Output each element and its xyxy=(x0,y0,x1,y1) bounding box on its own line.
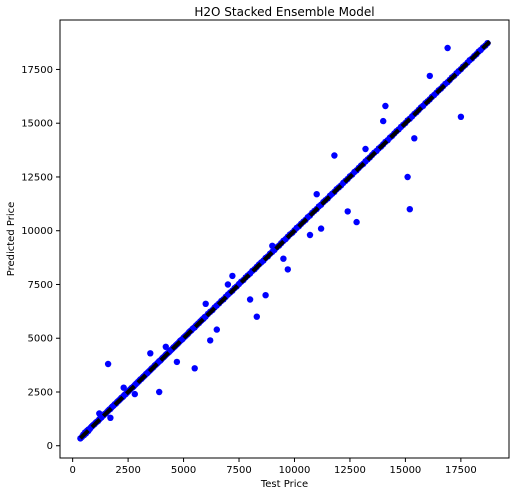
x-tick-label: 7500 xyxy=(226,465,251,476)
data-point xyxy=(107,414,114,421)
y-tick-label: 2500 xyxy=(28,387,53,398)
data-point xyxy=(317,225,325,232)
x-tick-label: 0 xyxy=(69,465,75,476)
data-point xyxy=(313,191,320,198)
data-point xyxy=(444,44,451,52)
y-tick-label: 5000 xyxy=(28,334,53,345)
data-point xyxy=(207,337,214,344)
data-point xyxy=(353,218,360,226)
data-point xyxy=(344,208,351,215)
data-point xyxy=(224,281,232,288)
x-tick-label: 17500 xyxy=(445,465,477,476)
data-point xyxy=(253,313,260,320)
data-point xyxy=(426,72,433,80)
data-point xyxy=(457,113,465,121)
data-point xyxy=(404,173,411,181)
x-tick-label: 2500 xyxy=(115,465,140,476)
x-tick-label: 12500 xyxy=(334,465,366,476)
data-point xyxy=(406,206,413,213)
data-point xyxy=(284,266,291,273)
data-point xyxy=(411,135,418,142)
y-tick-label: 7500 xyxy=(28,280,53,291)
data-point xyxy=(362,145,369,153)
data-point xyxy=(120,384,127,391)
data-point xyxy=(173,358,181,366)
plot-frame xyxy=(59,19,510,459)
chart-title: H2O Stacked Ensemble Model xyxy=(194,5,374,19)
data-point xyxy=(229,272,236,280)
data-point xyxy=(280,255,287,262)
data-point xyxy=(246,296,254,303)
data-point xyxy=(202,300,209,307)
y-tick-label: 10000 xyxy=(21,226,53,237)
data-point xyxy=(306,231,314,239)
data-point xyxy=(156,388,163,396)
x-tick-label: 5000 xyxy=(171,465,196,476)
x-axis-ticks: 0 2500 5000 7500 10000 12500 15000 17500 xyxy=(69,458,477,476)
y-tick-label: 17500 xyxy=(21,65,53,76)
data-point xyxy=(382,102,389,110)
data-point xyxy=(162,343,169,350)
data-point xyxy=(331,152,338,159)
y-tick-label: 0 xyxy=(47,441,53,452)
x-tick-label: 15000 xyxy=(389,465,421,476)
data-point xyxy=(213,326,220,333)
x-axis-label: Test Price xyxy=(260,479,308,490)
x-tick-label: 10000 xyxy=(279,465,311,476)
y-axis-label: Predicted Price xyxy=(6,202,17,277)
data-point xyxy=(262,292,269,299)
data-point xyxy=(269,242,276,249)
data-point xyxy=(96,410,103,417)
data-point xyxy=(380,117,387,125)
y-tick-label: 12500 xyxy=(21,172,53,183)
data-point xyxy=(104,360,112,368)
y-axis-ticks: 0 2500 5000 7500 10000 12500 15000 17500 xyxy=(21,65,60,452)
data-point xyxy=(131,390,138,398)
data-point xyxy=(191,365,198,372)
y-tick-label: 15000 xyxy=(21,119,53,130)
data-point xyxy=(147,350,154,357)
